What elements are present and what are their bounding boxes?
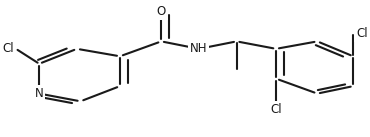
Text: Cl: Cl xyxy=(356,27,368,40)
Text: O: O xyxy=(157,5,166,18)
Text: Cl: Cl xyxy=(270,103,282,116)
Text: N: N xyxy=(35,87,44,100)
Text: NH: NH xyxy=(190,42,208,55)
Text: Cl: Cl xyxy=(3,42,14,55)
